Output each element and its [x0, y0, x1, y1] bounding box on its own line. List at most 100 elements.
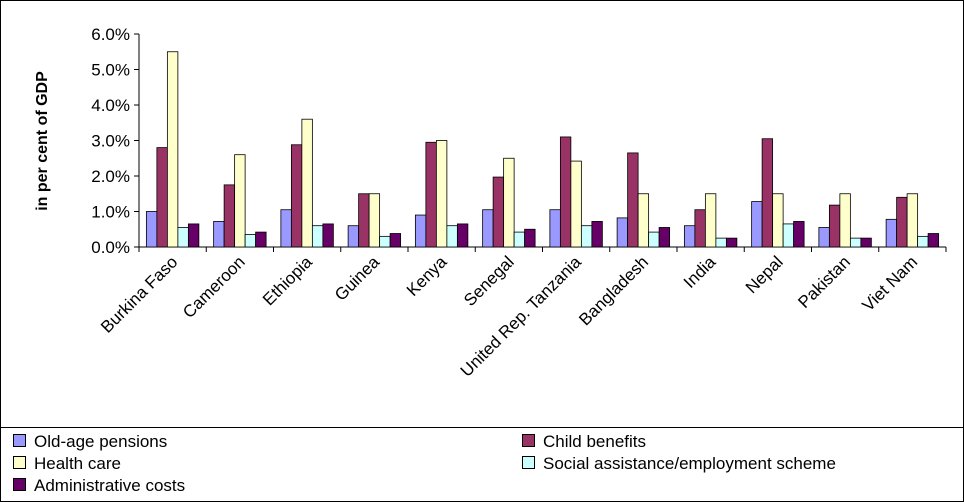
bar-administrative-costs-ethiopia — [322, 223, 334, 248]
bar-health-care-kenya — [435, 140, 448, 248]
legend-label: Administrative costs — [34, 476, 186, 495]
x-tick-label: Cameroon — [179, 252, 249, 322]
bar-health-care-india — [704, 193, 717, 248]
bar-social-assistance-employment-scheme-india — [715, 237, 727, 248]
bar-old-age-pensions-cameroon — [213, 221, 225, 248]
bar-social-assistance-employment-scheme-bangladesh — [648, 231, 660, 248]
bar-social-assistance-employment-scheme-cameroon — [244, 234, 257, 248]
legend-item: Health care — [13, 455, 121, 473]
y-tick-label: 3.0% — [91, 132, 130, 151]
bar-child-benefits-ethiopia — [290, 144, 303, 248]
bar-administrative-costs-kenya — [456, 223, 469, 248]
legend-swatch — [13, 434, 26, 447]
y-tick-label: 6.0% — [91, 25, 130, 44]
y-tick-label: 0.0% — [91, 238, 130, 257]
bar-administrative-costs-guinea — [389, 233, 402, 248]
y-tick-label: 4.0% — [91, 96, 130, 115]
bar-child-benefits-kenya — [425, 141, 437, 248]
bar-social-assistance-employment-scheme-ethiopia — [311, 225, 324, 248]
legend-item: Child benefits — [522, 433, 646, 451]
legend-swatch — [13, 478, 26, 491]
bar-health-care-bangladesh — [637, 193, 650, 248]
bar-social-assistance-employment-scheme-guinea — [379, 235, 391, 248]
bar-health-care-united-rep-tanzania — [570, 160, 582, 248]
bar-old-age-pensions-burkina-faso — [145, 211, 158, 248]
bar-social-assistance-employment-scheme-nepal — [782, 223, 795, 248]
bar-child-benefits-india — [694, 209, 706, 248]
bar-social-assistance-employment-scheme-viet-nam — [917, 235, 929, 248]
bar-child-benefits-nepal — [761, 138, 774, 248]
bar-administrative-costs-pakistan — [860, 237, 872, 248]
bar-old-age-pensions-united-rep-tanzania — [549, 209, 561, 248]
bar-administrative-costs-bangladesh — [658, 227, 671, 248]
bar-child-benefits-burkina-faso — [156, 147, 168, 248]
bar-administrative-costs-india — [725, 237, 738, 248]
bar-health-care-ethiopia — [301, 118, 313, 248]
bar-child-benefits-viet-nam — [896, 196, 908, 248]
legend: Old-age pensions Child benefits Health car… — [1, 427, 963, 502]
bar-old-age-pensions-viet-nam — [885, 218, 898, 248]
bars — [145, 51, 940, 248]
x-tick-label: Nepal — [742, 252, 787, 297]
bar-administrative-costs-nepal — [793, 221, 805, 248]
bar-child-benefits-pakistan — [828, 204, 841, 248]
legend-swatch — [13, 456, 26, 469]
bar-administrative-costs-burkina-faso — [187, 223, 200, 248]
bar-child-benefits-cameroon — [223, 184, 236, 248]
bar-child-benefits-guinea — [358, 193, 370, 248]
bar-health-care-nepal — [772, 193, 784, 248]
bar-social-assistance-employment-scheme-senegal — [513, 231, 526, 248]
bar-health-care-pakistan — [839, 193, 851, 248]
legend-label: Social assistance/employment scheme — [543, 454, 836, 473]
x-tick-label: United Rep. Tanzania — [457, 252, 586, 381]
bar-social-assistance-employment-scheme-pakistan — [849, 237, 862, 248]
bar-administrative-costs-senegal — [524, 228, 536, 248]
bar-chart: 0.0% 1.0% 2.0% 3.0% 4.0% 5.0% 6.0% Burkina Fas… — [34, 25, 947, 381]
legend-label: Health care — [34, 454, 121, 473]
bar-administrative-costs-united-rep-tanzania — [591, 221, 603, 248]
bar-health-care-cameroon — [234, 154, 246, 248]
bar-health-care-burkina-faso — [166, 51, 179, 248]
x-tick-label: Guinea — [331, 252, 384, 305]
y-axis-title: in per cent of GDP — [34, 71, 51, 211]
legend-swatch — [522, 434, 535, 447]
bar-child-benefits-united-rep-tanzania — [559, 136, 572, 248]
bar-old-age-pensions-bangladesh — [616, 217, 629, 248]
legend-item: Administrative costs — [13, 477, 185, 495]
bar-child-benefits-bangladesh — [627, 152, 639, 248]
bar-administrative-costs-cameroon — [255, 231, 267, 248]
bar-social-assistance-employment-scheme-kenya — [446, 225, 458, 248]
bar-health-care-viet-nam — [906, 193, 919, 248]
x-tick-label: Bangladesh — [575, 252, 652, 329]
bar-health-care-guinea — [368, 193, 381, 248]
bar-old-age-pensions-pakistan — [818, 227, 830, 248]
bar-old-age-pensions-senegal — [482, 209, 494, 248]
legend-swatch — [522, 456, 535, 469]
legend-label: Old-age pensions — [34, 432, 168, 451]
x-tick-label: Viet Nam — [859, 252, 922, 315]
legend-item: Social assistance/employment scheme — [522, 455, 836, 473]
bar-old-age-pensions-nepal — [751, 201, 763, 248]
bar-health-care-senegal — [503, 157, 515, 248]
bar-old-age-pensions-kenya — [414, 214, 427, 248]
legend-label: Child benefits — [543, 432, 647, 451]
x-tick-label: Pakistan — [794, 252, 854, 312]
x-tick-label: India — [680, 252, 720, 292]
y-axis: 0.0% 1.0% 2.0% 3.0% 4.0% 5.0% 6.0% — [91, 25, 140, 257]
x-tick-label: Senegal — [460, 252, 518, 310]
y-tick-label: 2.0% — [91, 167, 130, 186]
y-tick-label: 5.0% — [91, 61, 130, 80]
bar-old-age-pensions-india — [683, 225, 696, 248]
bar-administrative-costs-viet-nam — [927, 233, 940, 248]
bar-child-benefits-senegal — [492, 176, 505, 248]
bar-old-age-pensions-ethiopia — [280, 209, 292, 248]
bar-social-assistance-employment-scheme-burkina-faso — [177, 227, 189, 248]
legend-item: Old-age pensions — [13, 433, 167, 451]
x-tick-label: Burkina Faso — [97, 252, 181, 336]
x-tick-label: Kenya — [403, 252, 451, 300]
bar-social-assistance-employment-scheme-united-rep-tanzania — [580, 225, 593, 248]
bar-old-age-pensions-guinea — [347, 225, 360, 248]
y-tick-label: 1.0% — [91, 203, 130, 222]
